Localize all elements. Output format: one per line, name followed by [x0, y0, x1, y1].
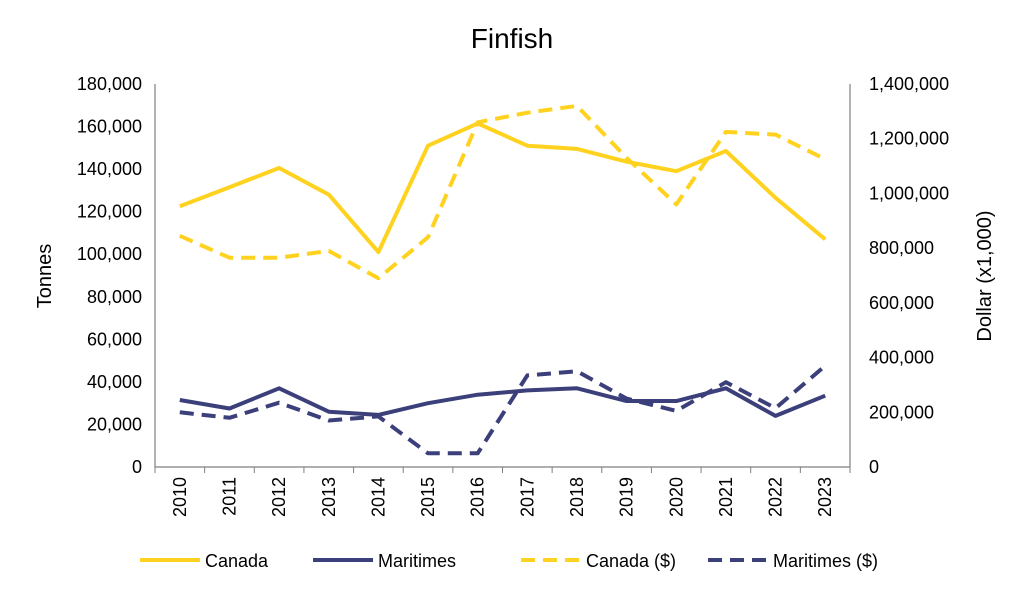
x-tick-label: 2023: [815, 477, 835, 517]
y2-tick-label: 0: [869, 457, 879, 477]
y-tick-label: 80,000: [87, 287, 142, 307]
y2-tick-label: 200,000: [869, 402, 934, 422]
y2-tick-label: 1,000,000: [869, 183, 949, 203]
x-tick-label: 2019: [617, 477, 637, 517]
legend-label: Maritimes ($): [773, 551, 878, 571]
y-tick-label: 100,000: [77, 244, 142, 264]
y-tick-label: 180,000: [77, 74, 142, 94]
x-tick-label: 2017: [517, 477, 537, 517]
legend-label: Canada: [205, 551, 269, 571]
y-tick-label: 60,000: [87, 329, 142, 349]
x-tick-label: 2015: [418, 477, 438, 517]
y2-tick-label: 800,000: [869, 238, 934, 258]
y-tick-label: 120,000: [77, 202, 142, 222]
y-tick-label: 140,000: [77, 159, 142, 179]
series-line-canada: [178, 103, 827, 281]
x-tick-label: 2016: [468, 477, 488, 517]
y-axis-title: Tonnes: [34, 244, 56, 309]
x-tick-label: 2012: [269, 477, 289, 517]
legend-label: Maritimes: [378, 551, 456, 571]
y-tick-label: 20,000: [87, 414, 142, 434]
x-tick-label: 2011: [219, 477, 239, 516]
y-tick-label: 40,000: [87, 372, 142, 392]
x-tick-label: 2021: [716, 477, 736, 517]
x-tick-label: 2022: [766, 477, 786, 517]
series-line-canada: [179, 121, 827, 255]
y-tick-label: 160,000: [77, 117, 142, 137]
chart-title: Finfish: [471, 23, 553, 54]
x-tick-label: 2020: [666, 477, 686, 517]
y2-tick-label: 1,400,000: [869, 74, 949, 94]
y-tick-label: 0: [132, 457, 142, 477]
series-line-maritimes: [179, 364, 827, 456]
y2-tick-label: 600,000: [869, 293, 934, 313]
y2-axis-title: Dollar (x1,000): [974, 210, 996, 341]
y2-tick-label: 400,000: [869, 348, 934, 368]
x-tick-label: 2014: [368, 477, 388, 517]
y2-tick-label: 1,200,000: [869, 129, 949, 149]
x-tick-label: 2018: [567, 477, 587, 517]
x-tick-label: 2010: [170, 477, 190, 517]
series-line-maritimes: [179, 386, 826, 418]
legend-label: Canada ($): [586, 551, 676, 571]
legend: Canada Maritimes Canada ($) Maritimes ($): [140, 551, 878, 571]
x-tick-label: 2013: [319, 477, 339, 517]
